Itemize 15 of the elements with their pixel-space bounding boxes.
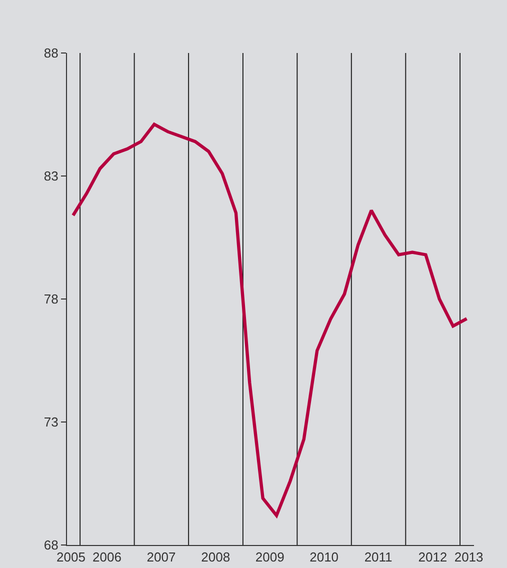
x-tick-label: 2007 [146, 550, 176, 565]
x-tick-label: 2011 [364, 550, 392, 565]
line-series [71, 122, 468, 518]
x-tick-label: 2006 [92, 550, 122, 565]
y-tick-label: 68 [44, 538, 58, 553]
y-tick-label: 78 [44, 292, 58, 307]
x-tick-label: 2005 [56, 550, 86, 565]
x-tick-label: 2009 [255, 550, 284, 565]
x-tick-label: 2008 [201, 550, 230, 565]
y-tick-label: 83 [44, 168, 58, 184]
y-tick-label: 73 [44, 414, 58, 430]
x-tick-label: 2010 [310, 550, 339, 565]
y-tick-label: 88 [44, 46, 58, 61]
x-tick-label: 2012 [418, 550, 448, 565]
x-tick-label: 2013 [454, 550, 484, 565]
